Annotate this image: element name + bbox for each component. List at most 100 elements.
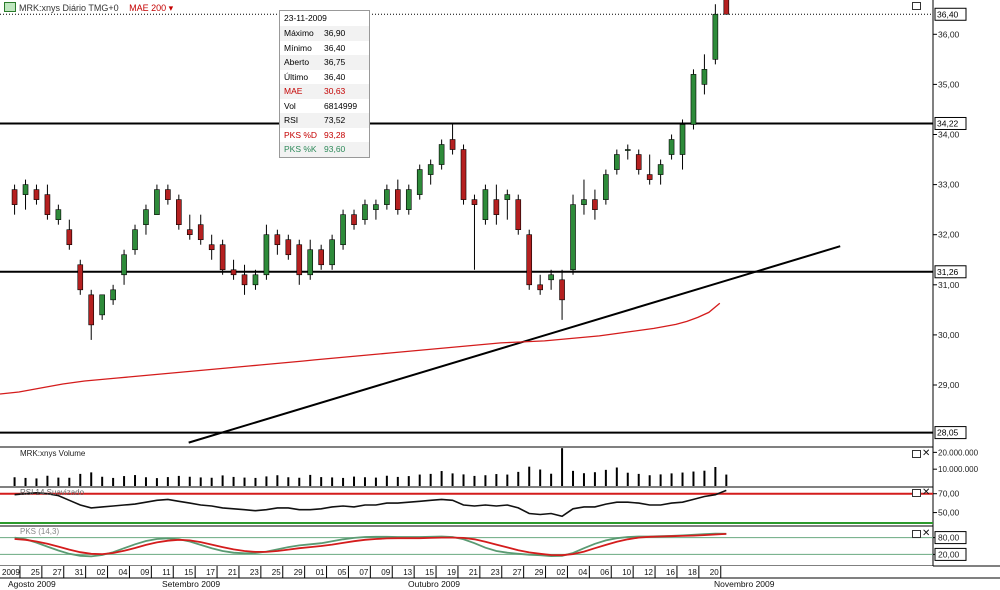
candle-body	[690, 74, 697, 125]
mae-200-line	[0, 302, 721, 395]
rsi-panel	[0, 489, 933, 524]
mae-legend-label[interactable]: MAE 200	[129, 3, 167, 13]
x-month-label: Setembro 2009	[162, 579, 220, 589]
candle-body	[384, 189, 390, 205]
price-label-box	[934, 116, 967, 130]
tooltip-row-label: RSI	[284, 115, 299, 125]
volume-panel-close-icon[interactable]: ✕	[922, 448, 931, 459]
candle-body	[723, 0, 730, 15]
stoch-tick-box	[934, 531, 967, 545]
volume-panel-maximize-icon[interactable]	[912, 450, 921, 458]
x-day-label: 2009	[2, 568, 20, 577]
candle-body	[373, 204, 379, 210]
candle-body	[329, 239, 335, 266]
volume-panel	[13, 448, 728, 486]
pks-k-line	[14, 532, 727, 558]
candle-body	[296, 244, 303, 276]
candle-body	[537, 284, 543, 291]
x-day-label: 21	[228, 568, 237, 577]
candle-body	[570, 204, 576, 271]
price-tick-label: 35,00	[938, 79, 960, 89]
candle-body	[307, 249, 314, 276]
x-day-label: 16	[666, 568, 675, 577]
x-day-label: 18	[688, 568, 697, 577]
candle-body	[11, 189, 18, 205]
candle-body	[241, 274, 248, 286]
stoch-tick-box	[934, 547, 967, 561]
pks-d-line	[14, 533, 727, 557]
rsi-tick-label: 50,00	[938, 508, 960, 518]
candle-body	[515, 199, 522, 230]
x-month-label: Agosto 2009	[8, 579, 56, 589]
candle-body	[679, 124, 686, 155]
candle-body	[493, 199, 500, 215]
tooltip-row-value: 6814999	[324, 100, 358, 111]
candle-body	[77, 264, 84, 291]
x-day-label: 25	[272, 568, 281, 577]
candle-body	[33, 189, 40, 200]
tooltip-row: Mínimo 36,40	[280, 41, 369, 56]
candle-body	[614, 154, 620, 170]
candle-body	[99, 294, 105, 316]
price-tick-label: 36,00	[938, 29, 960, 39]
candle-body	[230, 269, 237, 276]
x-day-label: 06	[600, 568, 609, 577]
candle-body	[132, 229, 138, 251]
tooltip-row-label: MAE	[284, 86, 303, 96]
x-day-label: 09	[381, 568, 390, 577]
x-day-label: 20	[710, 568, 719, 577]
x-day-label: 12	[644, 568, 653, 577]
x-day-label: 10	[622, 568, 631, 577]
volume-panel-label: MRK:xnys Volume	[20, 449, 86, 458]
x-day-label: 11	[162, 568, 171, 577]
candle-body	[110, 289, 116, 301]
rsi-panel-maximize-icon[interactable]	[912, 489, 921, 497]
candle-body	[646, 174, 653, 180]
price-label-value: 34,22	[937, 118, 959, 128]
data-tooltip: 23-11-2009 Máximo 36,90 Mínimo 36,40 Aberto 3…	[279, 10, 370, 158]
tooltip-row: PKS %K 93,60	[280, 142, 369, 157]
candle-body	[701, 69, 708, 85]
x-day-label: 25	[31, 568, 40, 577]
x-day-label: 29	[535, 568, 544, 577]
price-label-value: 31,26	[937, 267, 959, 277]
symbol-title[interactable]: MRK:xnys Diário TMG+0	[19, 3, 119, 13]
x-day-label: 04	[119, 568, 128, 577]
tooltip-row: Último 36,40	[280, 70, 369, 85]
x-day-label: 15	[425, 568, 434, 577]
candle-body	[66, 229, 73, 246]
price-label-box	[934, 7, 967, 21]
tooltip-row-label: Aberto	[284, 57, 310, 67]
candle-body	[22, 184, 29, 195]
trendline	[188, 245, 841, 444]
candle-body	[438, 144, 445, 165]
x-day-label: 15	[184, 568, 193, 577]
candle-body	[285, 239, 292, 256]
x-day-label: 21	[469, 568, 478, 577]
candle-body	[176, 199, 182, 225]
chart-symbol-icon[interactable]	[4, 2, 16, 12]
x-day-label: 31	[75, 568, 84, 577]
candle-body	[603, 174, 609, 200]
rsi-panel-close-icon[interactable]: ✕	[922, 487, 931, 498]
candle-body	[548, 274, 554, 281]
candle-body	[635, 154, 642, 170]
mae-legend[interactable]: MAE 200 ▾	[129, 3, 174, 13]
tooltip-row-value: 36,90	[324, 28, 346, 38]
candle-body	[668, 139, 675, 155]
candle-body	[471, 199, 478, 205]
tooltip-row-label: Último	[284, 71, 309, 82]
stoch-panel-maximize-icon[interactable]	[912, 530, 921, 538]
price-tick-label: 33,00	[938, 180, 960, 190]
price-panel-maximize-icon[interactable]	[912, 2, 921, 10]
tooltip-row-value: 93,28	[324, 129, 346, 140]
tooltip-row-label: Mínimo	[284, 42, 312, 53]
tooltip-row: RSI 73,52	[280, 113, 369, 128]
candle-body	[559, 279, 565, 301]
candle-body	[318, 249, 324, 266]
price-label-value: 28,05	[937, 428, 959, 438]
stoch-panel-close-icon[interactable]: ✕	[922, 528, 931, 539]
chart-header[interactable]: MRK:xnys Diário TMG+0 MAE 200 ▾	[4, 2, 173, 15]
